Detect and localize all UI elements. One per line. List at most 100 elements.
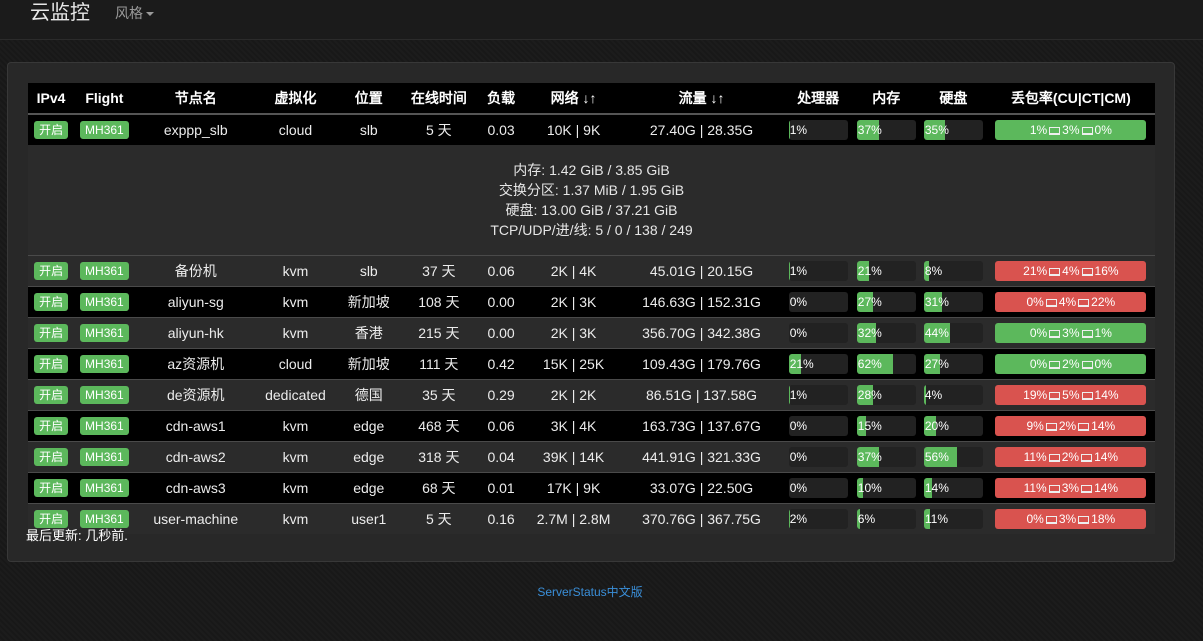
memory-fill	[856, 291, 873, 312]
node-name: cdn-aws3	[134, 471, 257, 503]
memory-bar: 37%	[856, 120, 916, 140]
packet-loss-cell: 0% 4% 22%	[986, 285, 1155, 317]
style-dropdown[interactable]: 风格	[115, 3, 154, 23]
footer-link[interactable]: ServerStatus中文版	[537, 585, 643, 599]
servers-table: IPv4 Flight 节点名 虚拟化 位置 在线时间 负载 网络 ↓↑ 流量 …	[28, 83, 1155, 534]
chevron-down-icon	[146, 12, 154, 17]
network-speed: 39K | 14K	[527, 440, 620, 472]
disk-fill	[923, 384, 927, 405]
loss-cu: 0%	[1029, 325, 1048, 340]
col-network[interactable]: 网络 ↓↑	[527, 83, 620, 115]
loss-cu: 9%	[1026, 418, 1044, 433]
disk-value: 11%	[924, 511, 949, 526]
disk-bar: 35%	[923, 120, 983, 140]
col-packet-loss: 丢包率(CU|CT|CM)	[986, 83, 1155, 115]
cpu-value: 0%	[789, 294, 808, 309]
computer-icon	[1078, 515, 1090, 524]
memory-cell: 10%	[852, 471, 921, 503]
load: 0.29	[474, 378, 528, 410]
cpu-cell: 1%	[783, 378, 853, 410]
disk-value: 20%	[924, 418, 949, 433]
loss-ct: 3%	[1058, 511, 1077, 526]
loss-cu: 0%	[1026, 511, 1044, 526]
packet-loss-cell: 11% 2% 14%	[986, 440, 1155, 472]
traffic-total: 163.73G | 137.67G	[619, 409, 784, 441]
table-row[interactable]: 开启 MH361 de资源机 dedicated 德国 35 天 0.29 2K | 2K 86…	[28, 378, 1155, 410]
packet-loss-cell: 0% 2% 0%	[986, 347, 1155, 379]
disk-value: 31%	[924, 294, 949, 309]
col-uptime: 在线时间	[403, 83, 475, 115]
disk-bar: 31%	[923, 291, 983, 312]
table-row[interactable]: 开启 MH361 aliyun-sg kvm 新加坡 108 天 0.00 2K | 3K 14…	[28, 285, 1155, 317]
ipv4-badge-cell: 开启	[28, 113, 75, 145]
packet-loss-cell: 1% 3% 0%	[986, 113, 1155, 145]
computer-icon	[1081, 329, 1093, 338]
flight-badge-cell: MH361	[74, 316, 135, 348]
loss-ct: 3%	[1062, 123, 1080, 137]
network-speed: 2.7M | 2.8M	[527, 502, 620, 534]
loss-cu: 1%	[1029, 123, 1048, 137]
flight-badge: MH361	[80, 416, 129, 435]
packet-loss-badge: 0% 3% 18%	[995, 508, 1147, 529]
detail-swap: 交换分区: 1.37 MiB / 1.95 GiB	[498, 181, 685, 198]
computer-icon	[1049, 360, 1061, 369]
table-row[interactable]: 开启 MH361 aliyun-hk kvm 香港 215 天 0.00 2K | 3K 356…	[28, 316, 1155, 348]
ipv4-badge: 开启	[34, 385, 69, 404]
loss-cm: 0%	[1094, 356, 1112, 371]
disk-bar: 14%	[923, 477, 983, 498]
table-row[interactable]: 开启 MH361 az资源机 cloud 新加坡 111 天 0.42 15K | 25K 10…	[28, 347, 1155, 379]
cpu-value: 1%	[789, 123, 808, 137]
disk-bar: 8%	[923, 260, 983, 281]
disk-cell: 56%	[920, 440, 987, 472]
disk-cell: 8%	[920, 254, 987, 286]
brand-title[interactable]: 云监控	[30, 2, 90, 24]
col-ipv4: IPv4	[28, 83, 75, 115]
cpu-cell: 0%	[783, 471, 853, 503]
virtualization: kvm	[256, 254, 335, 286]
cpu-value: 1%	[789, 387, 808, 402]
disk-value: 44%	[924, 325, 949, 340]
ipv4-badge-cell: 开启	[28, 285, 75, 317]
computer-icon	[1048, 453, 1060, 462]
table-row[interactable]: 开启 MH361 user-machine kvm user1 5 天 0.16 2.7M |…	[28, 502, 1155, 534]
cpu-value: 21%	[789, 356, 814, 371]
loss-ct: 2%	[1058, 418, 1077, 433]
ipv4-badge-cell: 开启	[28, 440, 75, 472]
col-traffic[interactable]: 流量 ↓↑	[619, 83, 784, 115]
col-name: 节点名	[134, 83, 257, 115]
table-row[interactable]: 开启 MH361 cdn-aws3 kvm edge 68 天 0.01 17K | 9K 33…	[28, 471, 1155, 503]
traffic-total: 45.01G | 20.15G	[619, 254, 784, 286]
loss-cm: 16%	[1094, 263, 1119, 278]
flight-badge: MH361	[80, 354, 129, 373]
load: 0.42	[474, 347, 528, 379]
packet-loss-cell: 19% 5% 14%	[986, 378, 1155, 410]
cpu-bar: 2%	[788, 508, 848, 529]
node-name: user-machine	[134, 502, 257, 534]
table-row[interactable]: 开启 MH361 cdn-aws1 kvm edge 468 天 0.06 3K | 4K 16…	[28, 409, 1155, 441]
disk-cell: 4%	[920, 378, 987, 410]
table-row[interactable]: 开启 MH361 cdn-aws2 kvm edge 318 天 0.04 39K | 14K…	[28, 440, 1155, 472]
network-speed: 17K | 9K	[527, 471, 620, 503]
ipv4-badge-cell: 开启	[28, 378, 75, 410]
disk-value: 4%	[924, 387, 943, 402]
disk-value: 8%	[924, 263, 943, 278]
cpu-fill	[788, 260, 790, 281]
node-name: 备份机	[134, 254, 257, 286]
flight-badge-cell: MH361	[74, 378, 135, 410]
computer-icon	[1049, 329, 1061, 338]
col-flight: Flight	[74, 83, 135, 115]
location: edge	[334, 440, 404, 472]
table-row[interactable]: 开启 MH361 备份机 kvm slb 37 天 0.06 2K | 4K 45.01G | …	[28, 254, 1155, 286]
cpu-value: 0%	[789, 418, 808, 433]
table-row[interactable]: 开启 MH361 exppp_slb cloud slb 5 天 0.03 10K | 9K 2…	[28, 113, 1155, 145]
disk-bar: 11%	[923, 508, 983, 529]
traffic-total: 33.07G | 22.50G	[619, 471, 784, 503]
ipv4-badge: 开启	[34, 447, 69, 466]
packet-loss-badge: 1% 3% 0%	[995, 120, 1147, 140]
disk-fill	[923, 508, 931, 529]
memory-cell: 37%	[852, 440, 921, 472]
uptime: 108 天	[403, 285, 475, 317]
ipv4-badge: 开启	[34, 509, 69, 528]
disk-bar: 20%	[923, 415, 983, 436]
computer-icon	[1078, 422, 1090, 431]
